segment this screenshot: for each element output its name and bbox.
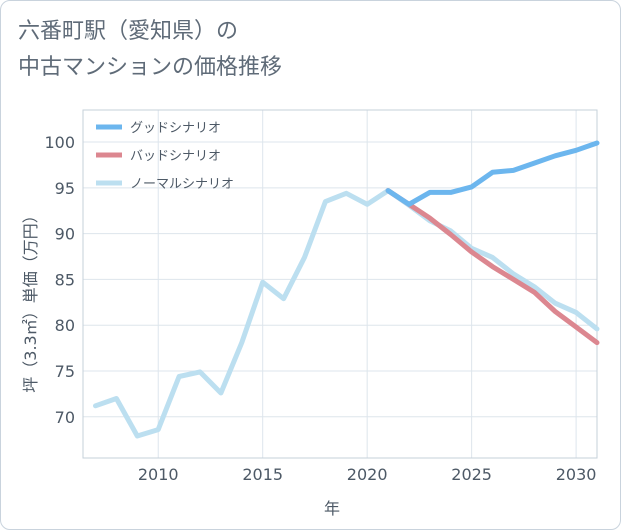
- y-tick-label: 100: [44, 133, 75, 152]
- y-tick-label: 70: [55, 408, 75, 427]
- y-axis-title: 坪（3.3㎡）単価（万円）: [21, 207, 40, 392]
- chart-title-line-1: 六番町駅（愛知県）の: [18, 19, 239, 44]
- x-axis-tick-labels: 2010 2015 2020 2025 2030: [138, 465, 597, 484]
- legend-label-good: グッドシナリオ: [130, 121, 221, 136]
- grid-lines: [83, 110, 597, 458]
- x-tick-label: 2025: [451, 465, 492, 484]
- y-tick-label: 90: [55, 225, 75, 244]
- chart-title: 六番町駅（愛知県）の 中古マンションの価格推移: [18, 14, 282, 86]
- y-tick-label: 95: [55, 179, 75, 198]
- series-line-good: [385, 140, 600, 207]
- y-axis-tick-labels: 70 75 80 85 90 95 100: [44, 133, 75, 427]
- chart-title-line-2: 中古マンションの価格推移: [18, 55, 283, 80]
- x-tick-label: 2030: [556, 465, 597, 484]
- x-axis-title: 年: [324, 499, 340, 518]
- x-tick-label: 2015: [242, 465, 283, 484]
- legend-label-bad: バッドシナリオ: [130, 149, 221, 164]
- series-lines: [93, 140, 600, 439]
- legend-label-normal: ノーマルシナリオ: [130, 177, 234, 192]
- x-tick-label: 2020: [347, 465, 388, 484]
- series-line-normal: [93, 188, 600, 439]
- y-tick-label: 85: [55, 270, 75, 289]
- x-tick-label: 2010: [138, 465, 179, 484]
- y-tick-label: 75: [55, 362, 75, 381]
- y-tick-label: 80: [55, 316, 75, 335]
- plot-area-border: [82, 109, 598, 459]
- series-line-bad: [385, 188, 600, 346]
- plot-border: [82, 109, 598, 459]
